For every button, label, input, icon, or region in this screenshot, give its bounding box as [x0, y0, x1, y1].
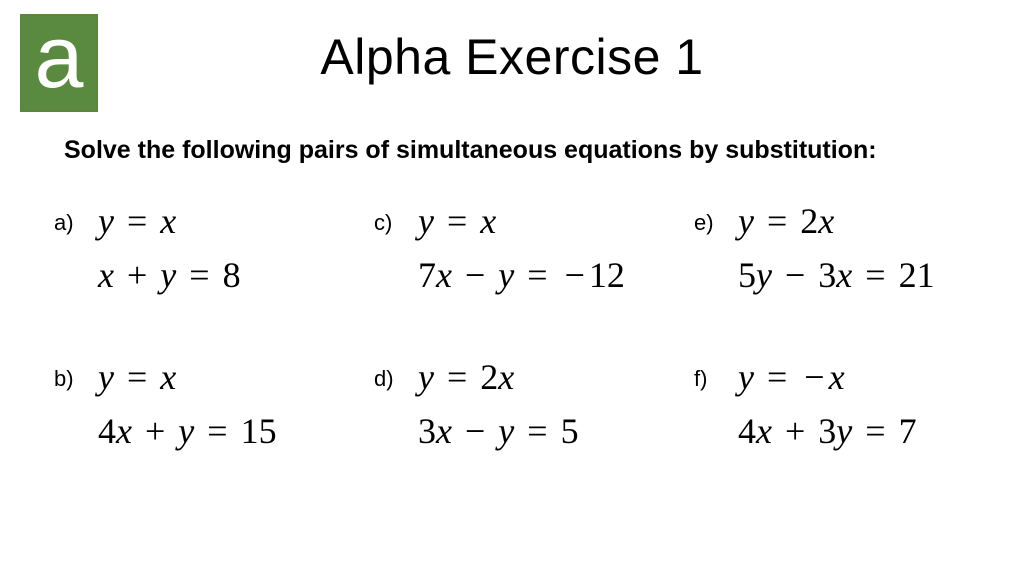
problem-equations: y = x 7x − y = −12	[418, 200, 625, 296]
problem-e: e) y = 2x 5y − 3x = 21	[694, 200, 994, 296]
equation: y = −x	[738, 356, 917, 398]
equation: 4x + 3y = 7	[738, 410, 917, 452]
equation: 5y − 3x = 21	[738, 254, 935, 296]
problem-equations: y = x x + y = 8	[98, 200, 241, 296]
problem-c: c) y = x 7x − y = −12	[374, 200, 674, 296]
equation: 7x − y = −12	[418, 254, 625, 296]
problem-index: b)	[54, 366, 80, 392]
problem-f: f) y = −x 4x + 3y = 7	[694, 356, 994, 452]
equation: y = x	[98, 356, 277, 398]
problem-b: b) y = x 4x + y = 15	[54, 356, 354, 452]
problem-equations: y = −x 4x + 3y = 7	[738, 356, 917, 452]
problem-a: a) y = x x + y = 8	[54, 200, 354, 296]
equation: 4x + y = 15	[98, 410, 277, 452]
equation: y = 2x	[738, 200, 935, 242]
equation: y = x	[418, 200, 625, 242]
equation: y = x	[98, 200, 241, 242]
problem-index: e)	[694, 210, 720, 236]
instruction-text: Solve the following pairs of simultaneou…	[64, 136, 974, 165]
equation: y = 2x	[418, 356, 579, 398]
problem-d: d) y = 2x 3x − y = 5	[374, 356, 674, 452]
problem-grid: a) y = x x + y = 8 c) y = x 7x − y = −12…	[54, 200, 994, 452]
problem-index: c)	[374, 210, 400, 236]
slide: a Alpha Exercise 1 Solve the following p…	[0, 0, 1024, 576]
problem-index: f)	[694, 366, 720, 392]
problem-equations: y = 2x 5y − 3x = 21	[738, 200, 935, 296]
page-title: Alpha Exercise 1	[0, 28, 1024, 86]
problem-index: d)	[374, 366, 400, 392]
equation: 3x − y = 5	[418, 410, 579, 452]
problem-equations: y = 2x 3x − y = 5	[418, 356, 579, 452]
problem-equations: y = x 4x + y = 15	[98, 356, 277, 452]
equation: x + y = 8	[98, 254, 241, 296]
problem-index: a)	[54, 210, 80, 236]
